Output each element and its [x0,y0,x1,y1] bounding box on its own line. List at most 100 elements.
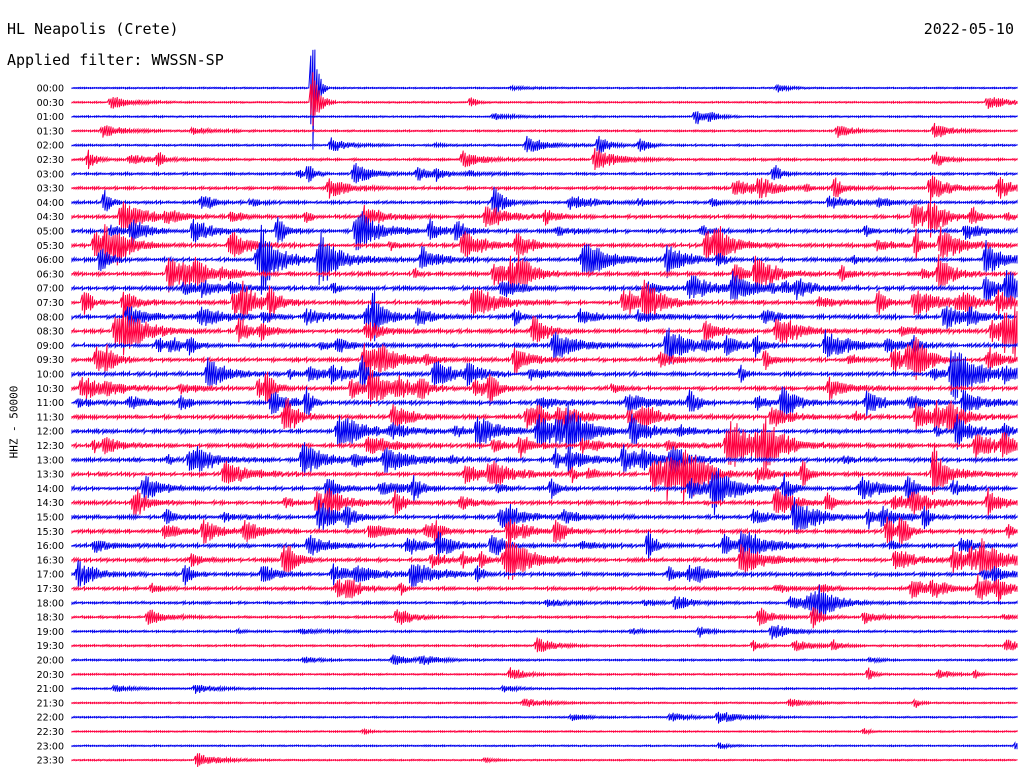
trace-line [71,270,1018,305]
trace-line [71,201,1018,238]
time-tick-label: 11:00 [37,398,64,409]
time-tick-label: 05:00 [37,227,64,238]
trace-line [71,147,1018,171]
trace-line [71,530,1018,561]
trace-line [71,49,1018,150]
trace-line [71,417,1018,475]
trace-line [71,404,1018,454]
trace-line [71,442,1018,477]
trace-line [71,442,1018,505]
trace-line [71,606,1018,629]
time-tick-label: 23:00 [37,741,64,752]
time-tick-label: 01:00 [37,112,64,123]
time-tick-label: 13:00 [37,455,64,466]
trace-line [71,350,1018,400]
trace-line [71,753,1018,767]
trace-line [71,224,1018,295]
trace-line [71,72,1018,126]
trace-line [71,741,1018,750]
trace-line [71,211,1018,251]
time-tick-label: 17:00 [37,570,64,581]
time-tick-label: 20:00 [37,656,64,667]
time-tick-label: 03:30 [37,184,64,195]
trace-line [71,224,1018,266]
time-tick-label: 06:00 [37,255,64,266]
time-tick-label: 07:30 [37,298,64,309]
time-tick-label: 15:00 [37,513,64,524]
time-tick-label: 04:00 [37,198,64,209]
trace-line [71,305,1018,360]
time-tick-label: 20:30 [37,670,64,681]
trace-line [71,667,1018,680]
time-tick-label: 00:30 [37,98,64,109]
time-tick-label: 03:00 [37,169,64,180]
trace-line [71,122,1018,138]
time-tick-label: 01:30 [37,126,64,137]
time-tick-label: 16:00 [37,541,64,552]
trace-line [71,290,1018,342]
time-tick-label: 19:30 [37,641,64,652]
time-tick-label: 12:30 [37,441,64,452]
time-tick-label: 02:30 [37,155,64,166]
time-tick-label: 14:00 [37,484,64,495]
time-tick-label: 16:30 [37,555,64,566]
time-tick-label: 14:30 [37,498,64,509]
trace-line [71,654,1018,666]
time-tick-label: 04:30 [37,212,64,223]
trace-line [71,162,1018,184]
date-label: 2022-05-10 [923,20,1014,38]
time-tick-label: 19:00 [37,627,64,638]
trace-line [71,251,1018,293]
trace-line [71,727,1018,736]
trace-line [71,536,1018,580]
time-tick-label: 18:30 [37,613,64,624]
time-tick-label: 10:00 [37,370,64,381]
time-tick-label: 02:00 [37,141,64,152]
trace-line [71,487,1018,521]
time-tick-label: 22:00 [37,713,64,724]
time-tick-label: 06:30 [37,269,64,280]
time-tick-label: 23:30 [37,756,64,767]
time-tick-label: 22:30 [37,727,64,738]
time-tick-label: 10:30 [37,384,64,395]
station-title: HL Neapolis (Crete) [7,20,179,38]
trace-line [71,368,1018,407]
time-tick-label: 12:00 [37,427,64,438]
trace-line [71,336,1018,381]
trace-line [71,397,1018,433]
trace-line [71,497,1018,535]
time-tick-label: 08:00 [37,312,64,323]
time-tick-label: 11:30 [37,412,64,423]
trace-line [71,175,1018,203]
time-tick-label: 07:00 [37,284,64,295]
trace-line [71,560,1018,591]
time-tick-label: 18:00 [37,598,64,609]
trace-line [71,698,1018,708]
trace-line [71,584,1018,619]
trace-line [71,279,1018,326]
time-tick-label: 13:30 [37,470,64,481]
trace-line [71,574,1018,604]
filter-label: Applied filter: WWSSN-SP [7,51,224,69]
time-tick-label: 17:30 [37,584,64,595]
trace-line [71,624,1018,640]
time-tick-label: 09:00 [37,341,64,352]
time-tick-label: 05:30 [37,241,64,252]
trace-line [71,516,1018,547]
time-tick-label: 08:30 [37,327,64,338]
trace-line [71,684,1018,694]
time-tick-label: 00:00 [37,84,64,95]
trace-line [71,327,1018,365]
trace-line [71,637,1018,653]
time-tick-label: 09:30 [37,355,64,366]
trace-line [71,468,1018,516]
time-tick-label: 21:00 [37,684,64,695]
trace-line [71,186,1018,217]
time-tick-label: 21:30 [37,698,64,709]
trace-line [71,111,1018,125]
trace-line [71,711,1018,724]
trace-line [71,135,1018,155]
trace-line [71,386,1018,419]
time-tick-label: 15:30 [37,527,64,538]
